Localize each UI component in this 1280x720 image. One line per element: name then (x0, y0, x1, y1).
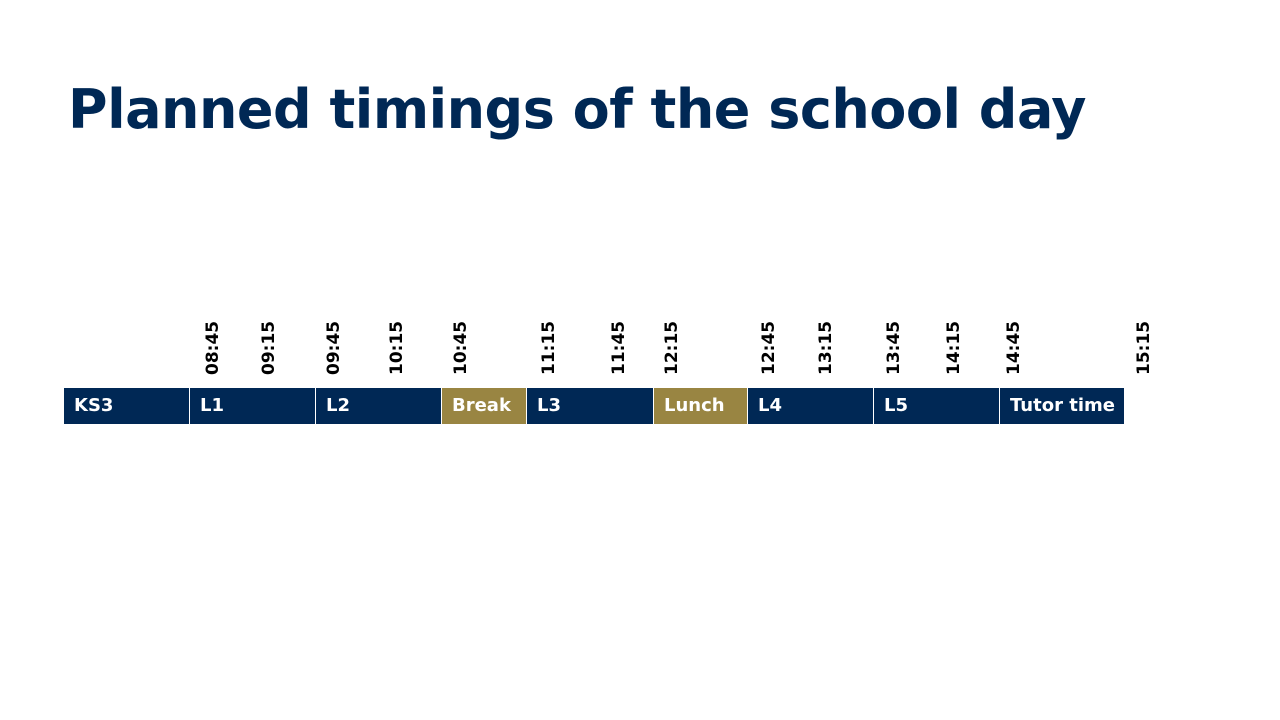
time-label-text: 13:15 (816, 320, 836, 375)
timeline-bar: KS3 L1 L2 Break L3 Lunch L4 L5 Tutor time (64, 388, 1125, 424)
timeline-segment-l3: L3 (527, 388, 654, 424)
time-label-text: 09:45 (324, 320, 344, 375)
time-label-text: 15:15 (1134, 320, 1154, 375)
time-label-text: 08:45 (203, 320, 223, 375)
timeline-segment-l1: L1 (190, 388, 316, 424)
time-label-text: 14:45 (1004, 320, 1024, 375)
time-label-text: 09:15 (259, 320, 279, 375)
timeline-segment-l2: L2 (316, 388, 442, 424)
page-title: Planned timings of the school day (68, 78, 1086, 141)
timeline-segment-lunch: Lunch (654, 388, 748, 424)
time-label-text: 10:15 (387, 320, 407, 375)
timeline-segment-ks3: KS3 (64, 388, 190, 424)
time-label-text: 11:45 (609, 320, 629, 375)
time-label-text: 14:15 (944, 320, 964, 375)
timeline-segment-l4: L4 (748, 388, 874, 424)
time-label-text: 13:45 (884, 320, 904, 375)
time-label-text: 12:45 (759, 320, 779, 375)
timeline-segment-break: Break (442, 388, 527, 424)
timeline-segment-l5: L5 (874, 388, 1000, 424)
time-label-text: 12:15 (662, 320, 682, 375)
timeline-segment-tutor-time: Tutor time (1000, 388, 1125, 424)
time-label-text: 10:45 (451, 320, 471, 375)
time-label-text: 11:15 (539, 320, 559, 375)
